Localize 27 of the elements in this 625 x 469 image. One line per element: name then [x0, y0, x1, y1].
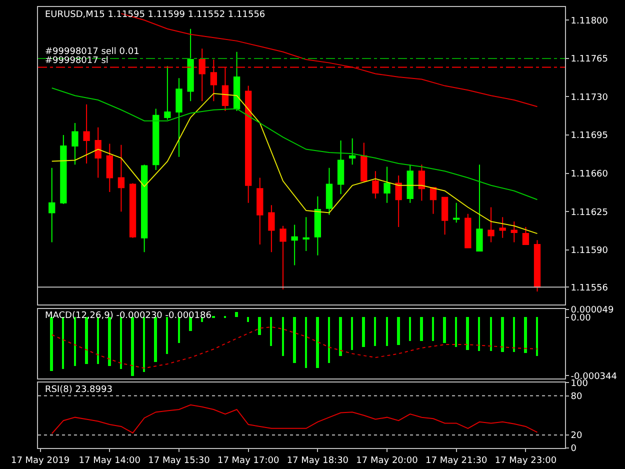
chart-title: RSI(8) 23.8993	[45, 385, 112, 395]
y-tick-label: 0	[570, 444, 577, 454]
y-tick-label: 20	[570, 431, 583, 442]
y-tick-label: 0.00	[570, 314, 592, 324]
ref-line-label: #99998017 sell 0.01	[45, 47, 140, 57]
y-tick-label: 1.11695	[570, 131, 608, 142]
x-tick-label: 17 May 18:30	[286, 456, 349, 466]
ref-line-label: #99998017 sl	[45, 56, 108, 66]
y-tick-label: 80	[570, 392, 583, 402]
x-tick-label: 17 May 17:00	[217, 456, 280, 466]
y-tick-label: 1.11590	[570, 246, 608, 256]
y-tick-label: 0.000049	[570, 305, 614, 316]
y-tick-label: 1.11730	[570, 92, 608, 103]
x-tick-label: 17 May 15:30	[148, 456, 210, 466]
x-tick-label: 17 May 20:00	[356, 456, 418, 466]
y-tick-label: 1.11660	[570, 170, 608, 180]
x-tick-label: 17 May 23:00	[494, 456, 557, 466]
x-tick-label: 17 May 2019	[10, 456, 70, 466]
x-tick-label: 17 May 21:30	[426, 456, 488, 466]
y-tick-label: 1.11625	[570, 208, 608, 218]
y-tick-label: 100	[570, 378, 588, 389]
x-tick-label: 17 May 14:00	[78, 456, 141, 466]
y-tick-label: 1.11556	[570, 283, 608, 294]
y-tick-label: 1.11800	[570, 16, 608, 26]
chart-title: MACD(12,26,9) -0.000230 -0.000186	[45, 311, 212, 321]
y-tick-label: 1.11765	[570, 54, 608, 65]
chart-title: EURUSD,M15 1.11595 1.11599 1.11552 1.11556	[45, 10, 266, 20]
